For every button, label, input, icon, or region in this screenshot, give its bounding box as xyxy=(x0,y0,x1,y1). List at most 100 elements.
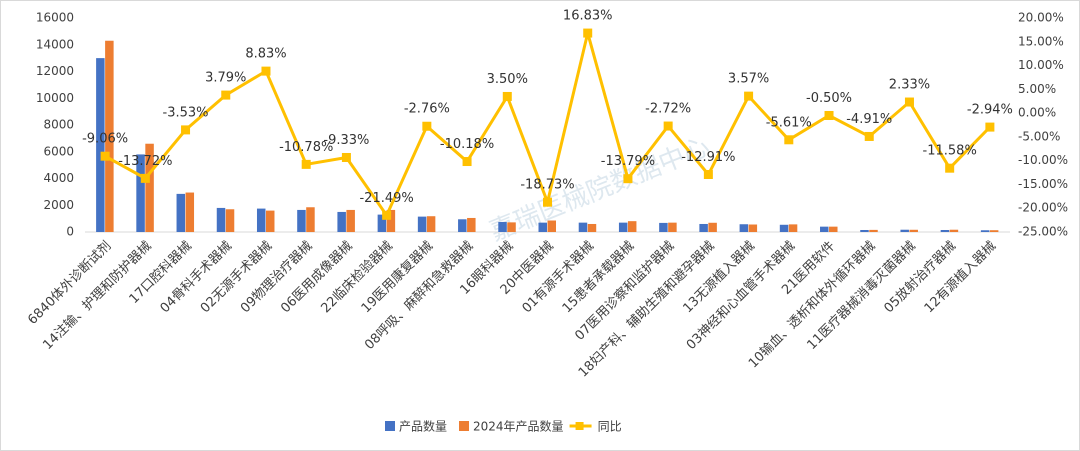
y2-tick-label: -20.00% xyxy=(1018,201,1068,215)
bar xyxy=(829,226,838,232)
data-label: 3.79% xyxy=(205,71,246,86)
y2-tick-label: 0.00% xyxy=(1018,106,1056,120)
bar xyxy=(989,230,999,232)
line-marker xyxy=(945,163,955,173)
bar xyxy=(265,210,275,232)
bar xyxy=(507,222,516,232)
bar xyxy=(980,230,990,232)
y-tick-label: 14000 xyxy=(36,37,74,51)
y-tick-label: 10000 xyxy=(36,91,74,105)
bar xyxy=(337,211,346,232)
line-marker xyxy=(744,91,754,101)
bar xyxy=(820,226,829,232)
y2-tick-label: 5.00% xyxy=(1018,82,1056,96)
data-label: 8.83% xyxy=(245,47,286,62)
data-label: -0.50% xyxy=(806,91,852,106)
bar xyxy=(176,193,186,232)
bar xyxy=(386,209,396,232)
bar xyxy=(458,219,467,232)
data-label: 3.57% xyxy=(728,72,769,87)
line-marker xyxy=(864,131,874,141)
bar xyxy=(949,229,959,232)
data-label: -21.49% xyxy=(359,191,413,206)
bar xyxy=(538,222,547,232)
data-label: -9.33% xyxy=(323,133,369,148)
bar xyxy=(136,154,145,232)
line-marker xyxy=(824,110,834,120)
data-label: -2.94% xyxy=(967,103,1013,118)
y-tick-label: 6000 xyxy=(43,144,74,158)
y-tick-label: 2000 xyxy=(43,198,74,212)
line-marker xyxy=(301,159,311,169)
bar xyxy=(627,221,637,232)
data-label: 2.33% xyxy=(889,78,930,93)
legend-label: 2024年产品数量 xyxy=(473,419,564,434)
bar xyxy=(96,58,105,232)
data-label: -2.72% xyxy=(645,102,691,117)
line-marker xyxy=(663,121,673,131)
bar xyxy=(256,208,266,232)
data-label: -13.72% xyxy=(118,154,172,169)
bar xyxy=(909,229,918,232)
line-marker xyxy=(341,152,351,162)
bar xyxy=(498,221,507,232)
bar xyxy=(860,229,869,232)
data-label: -18.73% xyxy=(520,178,574,193)
data-label: 16.83% xyxy=(563,9,613,24)
legend-label: 产品数量 xyxy=(399,419,447,434)
line-marker xyxy=(985,122,995,132)
bar xyxy=(297,209,306,232)
data-label: -12.91% xyxy=(681,150,735,165)
y2-tick-label: 20.00% xyxy=(1018,11,1064,25)
data-label: 3.50% xyxy=(487,72,528,87)
y2-tick-label: -10.00% xyxy=(1018,153,1068,167)
data-label: -13.79% xyxy=(601,154,655,169)
legend-swatch xyxy=(459,421,470,431)
line-marker xyxy=(382,210,392,220)
bar xyxy=(377,214,387,232)
bar xyxy=(467,217,476,232)
data-label: -3.53% xyxy=(163,105,209,120)
y-tick-label: 16000 xyxy=(36,11,74,25)
y-tick-label: 4000 xyxy=(43,171,74,185)
bar xyxy=(306,207,315,232)
data-label: -9.06% xyxy=(82,132,128,147)
bar xyxy=(788,224,798,232)
bar xyxy=(185,192,195,232)
y-tick-label: 0 xyxy=(66,225,74,239)
line-marker xyxy=(221,90,231,100)
bar xyxy=(900,229,909,232)
line-marker xyxy=(100,151,110,161)
legend-label: 同比 xyxy=(598,420,622,434)
line-marker xyxy=(703,170,713,180)
line-marker xyxy=(422,121,432,131)
bar xyxy=(869,229,878,232)
bar xyxy=(668,222,677,232)
line-marker xyxy=(543,197,552,207)
line-marker xyxy=(623,174,633,184)
line-marker xyxy=(904,97,914,107)
bar xyxy=(748,224,758,232)
bar xyxy=(739,224,749,232)
line-marker xyxy=(181,125,191,135)
bar xyxy=(659,222,668,232)
data-label: -5.61% xyxy=(766,115,812,130)
bar xyxy=(426,216,436,232)
line-marker xyxy=(261,66,271,76)
legend-swatch xyxy=(385,421,395,431)
data-label: -2.76% xyxy=(404,102,450,117)
line-marker xyxy=(583,28,593,38)
bar xyxy=(618,222,628,232)
bar xyxy=(346,209,355,232)
y2-tick-label: 15.00% xyxy=(1018,34,1064,48)
bar xyxy=(940,229,950,232)
y-tick-label: 12000 xyxy=(36,64,74,78)
bar xyxy=(216,207,226,232)
y2-tick-label: 10.00% xyxy=(1018,58,1064,72)
bar xyxy=(145,143,154,232)
bar xyxy=(699,223,708,232)
data-label: -10.78% xyxy=(279,140,333,155)
line-marker xyxy=(140,173,150,183)
bar xyxy=(779,224,789,232)
